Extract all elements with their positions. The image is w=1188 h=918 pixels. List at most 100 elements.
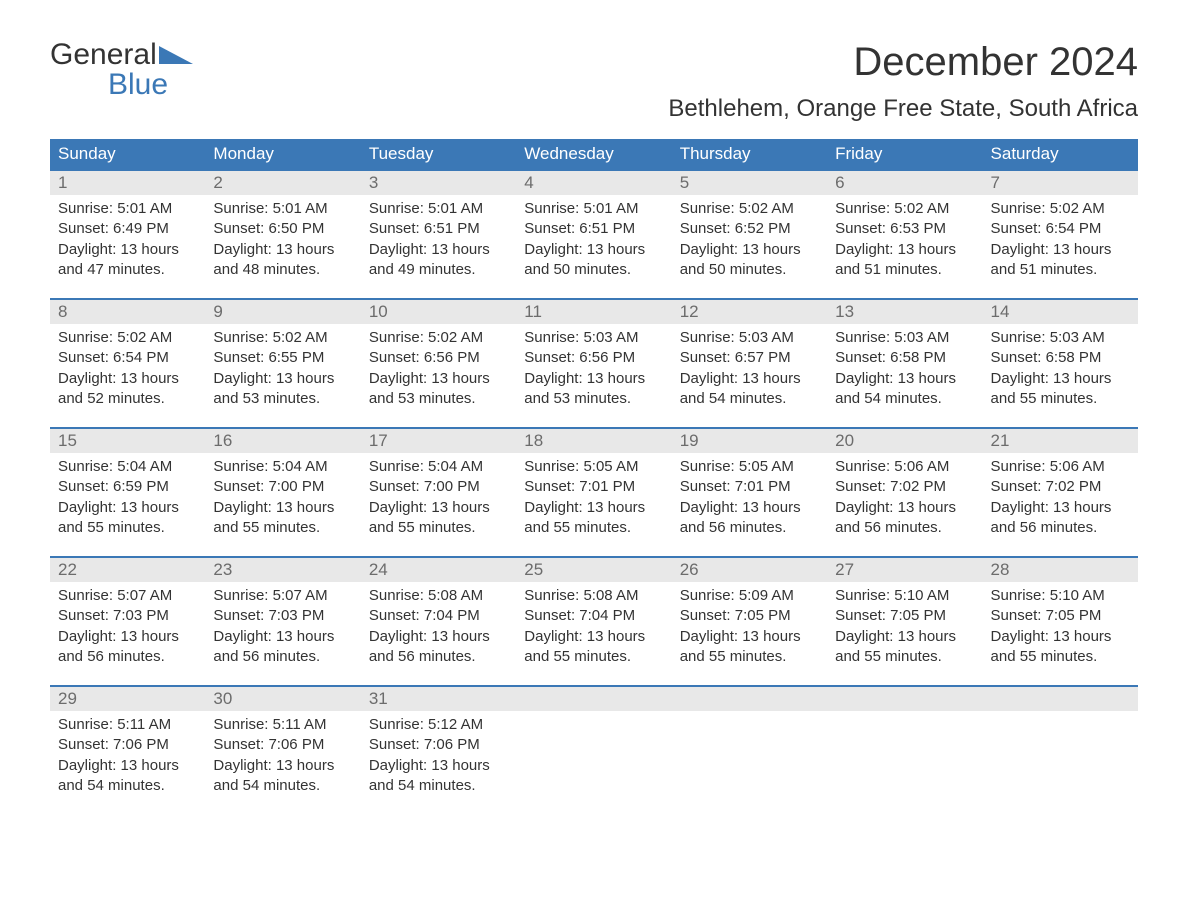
week-daynum-row: 293031: [50, 686, 1138, 711]
sunset-line: Sunset: 6:59 PM: [58, 477, 197, 497]
day-content: Sunrise: 5:11 AMSunset: 7:06 PMDaylight:…: [205, 711, 360, 814]
day-number: 28: [983, 557, 1138, 582]
sunrise-line: Sunrise: 5:03 AM: [524, 328, 663, 348]
sunrise-line: Sunrise: 5:02 AM: [369, 328, 508, 348]
daylight-line: Daylight: 13 hours and 56 minutes.: [835, 498, 974, 539]
daylight-line: Daylight: 13 hours and 54 minutes.: [369, 756, 508, 797]
week-content-row: Sunrise: 5:04 AMSunset: 6:59 PMDaylight:…: [50, 453, 1138, 557]
day-content: Sunrise: 5:04 AMSunset: 7:00 PMDaylight:…: [205, 453, 360, 557]
sunrise-line: Sunrise: 5:01 AM: [58, 199, 197, 219]
logo-shape-icon: [159, 40, 193, 70]
sunrise-line: Sunrise: 5:06 AM: [835, 457, 974, 477]
sunrise-line: Sunrise: 5:03 AM: [680, 328, 819, 348]
sunrise-line: Sunrise: 5:01 AM: [369, 199, 508, 219]
calendar-body: 1234567Sunrise: 5:01 AMSunset: 6:49 PMDa…: [50, 170, 1138, 814]
day-content: Sunrise: 5:10 AMSunset: 7:05 PMDaylight:…: [983, 582, 1138, 686]
day-number: 20: [827, 428, 982, 453]
sunrise-line: Sunrise: 5:07 AM: [213, 586, 352, 606]
day-number: 5: [672, 170, 827, 195]
sunset-line: Sunset: 6:52 PM: [680, 219, 819, 239]
logo-text-general: General: [50, 40, 157, 70]
day-number: [983, 686, 1138, 711]
daylight-line: Daylight: 13 hours and 54 minutes.: [835, 369, 974, 410]
daylight-line: Daylight: 13 hours and 54 minutes.: [680, 369, 819, 410]
daylight-line: Daylight: 13 hours and 55 minutes.: [991, 369, 1130, 410]
day-content: Sunrise: 5:08 AMSunset: 7:04 PMDaylight:…: [361, 582, 516, 686]
header: General Blue December 2024 Bethlehem, Or…: [50, 40, 1138, 131]
sunrise-line: Sunrise: 5:08 AM: [524, 586, 663, 606]
day-content: [983, 711, 1138, 814]
day-content: Sunrise: 5:09 AMSunset: 7:05 PMDaylight:…: [672, 582, 827, 686]
day-content: Sunrise: 5:02 AMSunset: 6:54 PMDaylight:…: [50, 324, 205, 428]
sunset-line: Sunset: 7:02 PM: [835, 477, 974, 497]
day-content: Sunrise: 5:10 AMSunset: 7:05 PMDaylight:…: [827, 582, 982, 686]
sunrise-line: Sunrise: 5:01 AM: [524, 199, 663, 219]
calendar-table: SundayMondayTuesdayWednesdayThursdayFrid…: [50, 139, 1138, 814]
day-number: 18: [516, 428, 671, 453]
sunrise-line: Sunrise: 5:02 AM: [213, 328, 352, 348]
day-number: 3: [361, 170, 516, 195]
sunset-line: Sunset: 7:02 PM: [991, 477, 1130, 497]
daylight-line: Daylight: 13 hours and 50 minutes.: [680, 240, 819, 281]
daylight-line: Daylight: 13 hours and 52 minutes.: [58, 369, 197, 410]
daylight-line: Daylight: 13 hours and 50 minutes.: [524, 240, 663, 281]
daylight-line: Daylight: 13 hours and 55 minutes.: [58, 498, 197, 539]
sunrise-line: Sunrise: 5:11 AM: [213, 715, 352, 735]
week-daynum-row: 1234567: [50, 170, 1138, 195]
week-daynum-row: 15161718192021: [50, 428, 1138, 453]
sunset-line: Sunset: 6:51 PM: [524, 219, 663, 239]
day-number: 13: [827, 299, 982, 324]
day-content: [516, 711, 671, 814]
sunrise-line: Sunrise: 5:02 AM: [991, 199, 1130, 219]
day-number: 23: [205, 557, 360, 582]
sunset-line: Sunset: 7:06 PM: [58, 735, 197, 755]
day-content: Sunrise: 5:01 AMSunset: 6:51 PMDaylight:…: [361, 195, 516, 299]
sunset-line: Sunset: 7:03 PM: [213, 606, 352, 626]
daylight-line: Daylight: 13 hours and 49 minutes.: [369, 240, 508, 281]
sunset-line: Sunset: 7:04 PM: [369, 606, 508, 626]
sunrise-line: Sunrise: 5:06 AM: [991, 457, 1130, 477]
sunset-line: Sunset: 7:04 PM: [524, 606, 663, 626]
sunset-line: Sunset: 6:58 PM: [991, 348, 1130, 368]
sunrise-line: Sunrise: 5:02 AM: [835, 199, 974, 219]
sunset-line: Sunset: 6:54 PM: [58, 348, 197, 368]
sunset-line: Sunset: 6:51 PM: [369, 219, 508, 239]
day-number: 16: [205, 428, 360, 453]
daylight-line: Daylight: 13 hours and 56 minutes.: [213, 627, 352, 668]
daylight-line: Daylight: 13 hours and 55 minutes.: [524, 498, 663, 539]
day-number: 14: [983, 299, 1138, 324]
daylight-line: Daylight: 13 hours and 55 minutes.: [991, 627, 1130, 668]
sunset-line: Sunset: 7:01 PM: [524, 477, 663, 497]
sunrise-line: Sunrise: 5:10 AM: [835, 586, 974, 606]
day-content: Sunrise: 5:05 AMSunset: 7:01 PMDaylight:…: [672, 453, 827, 557]
day-number: [827, 686, 982, 711]
day-number: [672, 686, 827, 711]
day-content: Sunrise: 5:02 AMSunset: 6:54 PMDaylight:…: [983, 195, 1138, 299]
daylight-line: Daylight: 13 hours and 55 minutes.: [524, 627, 663, 668]
day-of-week-header: Monday: [205, 139, 360, 170]
sunrise-line: Sunrise: 5:08 AM: [369, 586, 508, 606]
daylight-line: Daylight: 13 hours and 51 minutes.: [991, 240, 1130, 281]
daylight-line: Daylight: 13 hours and 53 minutes.: [213, 369, 352, 410]
sunset-line: Sunset: 7:06 PM: [369, 735, 508, 755]
day-content: Sunrise: 5:06 AMSunset: 7:02 PMDaylight:…: [827, 453, 982, 557]
week-content-row: Sunrise: 5:07 AMSunset: 7:03 PMDaylight:…: [50, 582, 1138, 686]
day-number: 26: [672, 557, 827, 582]
sunrise-line: Sunrise: 5:11 AM: [58, 715, 197, 735]
day-number: 2: [205, 170, 360, 195]
day-content: [827, 711, 982, 814]
day-content: Sunrise: 5:07 AMSunset: 7:03 PMDaylight:…: [205, 582, 360, 686]
day-of-week-header: Friday: [827, 139, 982, 170]
day-number: 25: [516, 557, 671, 582]
week-content-row: Sunrise: 5:01 AMSunset: 6:49 PMDaylight:…: [50, 195, 1138, 299]
daylight-line: Daylight: 13 hours and 51 minutes.: [835, 240, 974, 281]
month-title: December 2024: [668, 40, 1138, 85]
day-of-week-row: SundayMondayTuesdayWednesdayThursdayFrid…: [50, 139, 1138, 170]
sunset-line: Sunset: 7:05 PM: [835, 606, 974, 626]
location: Bethlehem, Orange Free State, South Afri…: [668, 95, 1138, 123]
sunrise-line: Sunrise: 5:03 AM: [991, 328, 1130, 348]
day-content: Sunrise: 5:04 AMSunset: 7:00 PMDaylight:…: [361, 453, 516, 557]
sunrise-line: Sunrise: 5:05 AM: [524, 457, 663, 477]
sunset-line: Sunset: 6:49 PM: [58, 219, 197, 239]
day-of-week-header: Tuesday: [361, 139, 516, 170]
